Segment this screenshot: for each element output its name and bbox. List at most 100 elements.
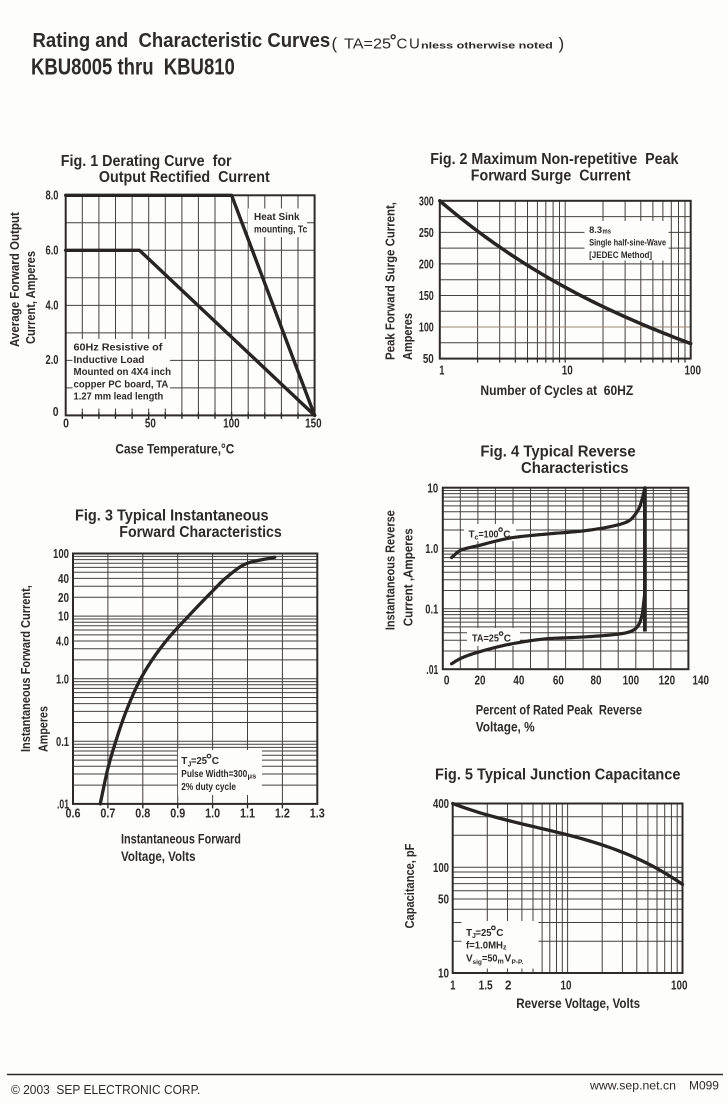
svg-text:): ) [559,34,565,53]
svg-text:100: 100 [419,321,434,335]
svg-text:Case Temperature,°C: Case Temperature,°C [115,442,234,457]
svg-text:300: 300 [419,195,434,209]
svg-text:Current, Amperes: Current, Amperes [23,251,38,344]
svg-text:C: C [503,530,510,541]
svg-text:400: 400 [433,798,449,812]
svg-text:4.0: 4.0 [56,635,69,649]
svg-text:Instantaneous Reverse: Instantaneous Reverse [384,510,398,630]
svg-text:(: ( [332,34,338,53]
svg-text:Fig. 5 Typical Junction Capaci: Fig. 5 Typical Junction Capacitance [435,766,680,784]
svg-text:Output Rectified Current: Output Rectified Current [99,170,270,187]
svg-text:mounting, Tc: mounting, Tc [254,224,307,235]
svg-text:120: 120 [659,675,675,689]
svg-text:Fig. 1 Derating Curve for: Fig. 1 Derating Curve for [61,153,232,170]
svg-text:Instantaneous Forward Current,: Instantaneous Forward Current, [19,585,33,752]
svg-text:Fig. 4 Typical Reverse: Fig. 4 Typical Reverse [480,443,635,460]
svg-text:.01: .01 [426,663,438,677]
svg-text:T: T [469,530,475,541]
svg-text:10: 10 [562,364,573,378]
svg-text:Inductive Load: Inductive Load [74,355,145,366]
svg-text:μs: μs [248,771,257,780]
svg-text:Heat Sink: Heat Sink [254,212,300,223]
svg-text:Forward Surge Current: Forward Surge Current [471,168,631,185]
svg-text:1: 1 [450,979,455,993]
svg-text:V: V [505,954,512,965]
svg-text:=50: =50 [482,953,497,964]
svg-text:150: 150 [419,290,434,304]
svg-text:1.27 mm lead length: 1.27 mm lead length [74,391,164,402]
svg-text:z: z [503,945,507,952]
svg-text:100: 100 [433,862,449,876]
svg-text:.01: .01 [57,798,69,812]
svg-text:2% duty cycle: 2% duty cycle [181,781,236,792]
svg-text:C: C [397,36,408,53]
svg-text:20: 20 [475,675,486,689]
svg-text:=25: =25 [476,928,493,939]
svg-text:1.5: 1.5 [479,978,493,993]
svg-text:T: T [466,928,472,939]
svg-text:TA=25: TA=25 [472,633,500,644]
svg-text:Voltage, %: Voltage, % [476,720,535,735]
svg-text:P-P.: P-P. [512,959,524,966]
svg-text:60Hz Resistive of: 60Hz Resistive of [74,343,163,354]
svg-text:Pulse Width=300: Pulse Width=300 [181,768,247,779]
svg-text:C: C [212,756,219,767]
svg-text:Percent of Rated Peak Reverse: Percent of Rated Peak Reverse [476,702,642,717]
svg-text:0.9: 0.9 [170,806,185,821]
svg-text:Rating and Characteristic Cur: Rating and Characteristic Curves [33,29,331,52]
svg-text:Average Forward Output: Average Forward Output [8,212,23,347]
svg-text:V: V [466,954,473,965]
svg-text:50: 50 [438,893,449,907]
svg-text:40: 40 [58,573,69,587]
svg-text:1.1: 1.1 [240,806,255,821]
svg-text:50: 50 [145,418,156,432]
svg-text:Forward Characteristics: Forward Characteristics [119,525,282,542]
svg-text:Instantaneous Forward: Instantaneous Forward [121,831,241,846]
svg-text:10: 10 [427,482,438,496]
svg-text:50: 50 [423,353,434,367]
svg-text:=25: =25 [191,756,208,767]
svg-text:1.0: 1.0 [425,542,438,556]
svg-text:[JEDEC Method]: [JEDEC Method] [589,249,652,260]
svg-text:6.0: 6.0 [46,244,59,258]
svg-text:Voltage, Volts: Voltage, Volts [121,849,196,864]
svg-text:100: 100 [623,675,639,689]
svg-text:100: 100 [671,979,687,993]
svg-text:2: 2 [505,978,512,993]
svg-text:nless otherwise noted: nless otherwise noted [421,41,553,51]
svg-text:0.1: 0.1 [425,603,438,617]
svg-text:2.0: 2.0 [46,353,59,367]
svg-text:Fig. 3 Typical Instantaneous: Fig. 3 Typical Instantaneous [75,507,269,525]
svg-text:10: 10 [438,967,449,981]
svg-text:Mounted on 4X4 inch: Mounted on 4X4 inch [74,367,172,378]
svg-text:=100: =100 [479,529,499,541]
svg-text:J: J [188,762,192,769]
svg-text:www.sep.net.cn: www.sep.net.cn [589,1079,676,1093]
svg-text:0.6: 0.6 [66,806,81,821]
svg-text:U: U [409,36,420,53]
svg-text:250: 250 [419,227,434,241]
svg-text:Reverse Voltage, Volts: Reverse Voltage, Volts [516,996,640,1011]
svg-text:100: 100 [53,548,69,562]
svg-text:4.0: 4.0 [46,299,59,313]
svg-text:C: C [504,634,511,645]
svg-text:1.0: 1.0 [56,673,69,687]
svg-text:Fig. 2 Maximum Non-repetitive: Fig. 2 Maximum Non-repetitive Peak [430,152,679,169]
svg-text:0: 0 [444,674,450,688]
svg-text:20: 20 [58,592,69,606]
svg-text:140: 140 [692,675,708,689]
svg-text:J: J [472,933,476,940]
svg-text:Amperes: Amperes [37,706,51,752]
svg-text:1.2: 1.2 [275,806,290,821]
svg-text:100: 100 [684,364,700,378]
svg-text:f=1.0MH: f=1.0MH [466,940,503,951]
svg-text:40: 40 [513,675,524,689]
svg-text:80: 80 [591,675,602,689]
svg-text:0: 0 [53,405,59,419]
svg-text:10: 10 [58,611,69,625]
svg-text:0: 0 [63,417,69,431]
svg-text:100: 100 [223,418,239,432]
svg-text:T: T [181,756,187,767]
svg-text:8.3: 8.3 [589,224,602,235]
svg-text:0.1: 0.1 [56,736,69,750]
